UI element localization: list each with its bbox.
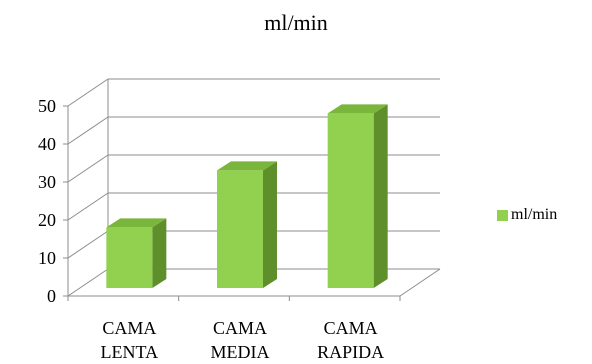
bar-side bbox=[263, 161, 277, 288]
bar-side bbox=[152, 218, 167, 288]
y-tick-label: 10 bbox=[38, 248, 56, 268]
x-tick-label: CAMA bbox=[102, 318, 156, 338]
bar bbox=[327, 113, 374, 289]
x-tick-label: MEDIA bbox=[211, 342, 270, 362]
side-gridline bbox=[67, 78, 109, 107]
y-tick-label: 0 bbox=[47, 286, 56, 306]
bar-top bbox=[327, 104, 388, 114]
bar-side bbox=[373, 104, 388, 289]
side-gridline bbox=[67, 192, 109, 221]
y-tick-label: 30 bbox=[38, 172, 56, 192]
bar bbox=[217, 170, 263, 288]
x-tick-label: CAMA bbox=[324, 318, 378, 338]
y-tick-label: 20 bbox=[38, 210, 56, 230]
chart-title: ml/min bbox=[264, 10, 328, 35]
y-tick-label: 50 bbox=[38, 96, 56, 116]
x-tick-label: RAPIDA bbox=[317, 342, 384, 362]
y-tick-label: 40 bbox=[38, 134, 56, 154]
side-gridline bbox=[67, 268, 109, 297]
bar bbox=[106, 227, 153, 288]
x-tick-label: CAMA bbox=[213, 318, 267, 338]
bar-top bbox=[106, 218, 167, 228]
legend: ml/min bbox=[497, 206, 557, 224]
legend-label: ml/min bbox=[511, 206, 558, 223]
side-gridline bbox=[67, 154, 109, 183]
side-gridline bbox=[67, 230, 109, 259]
side-gridline bbox=[67, 116, 109, 145]
x-tick-label: LENTA bbox=[101, 342, 159, 362]
legend-swatch bbox=[497, 209, 508, 221]
bar-top bbox=[217, 161, 277, 171]
floor-edge bbox=[399, 268, 441, 297]
